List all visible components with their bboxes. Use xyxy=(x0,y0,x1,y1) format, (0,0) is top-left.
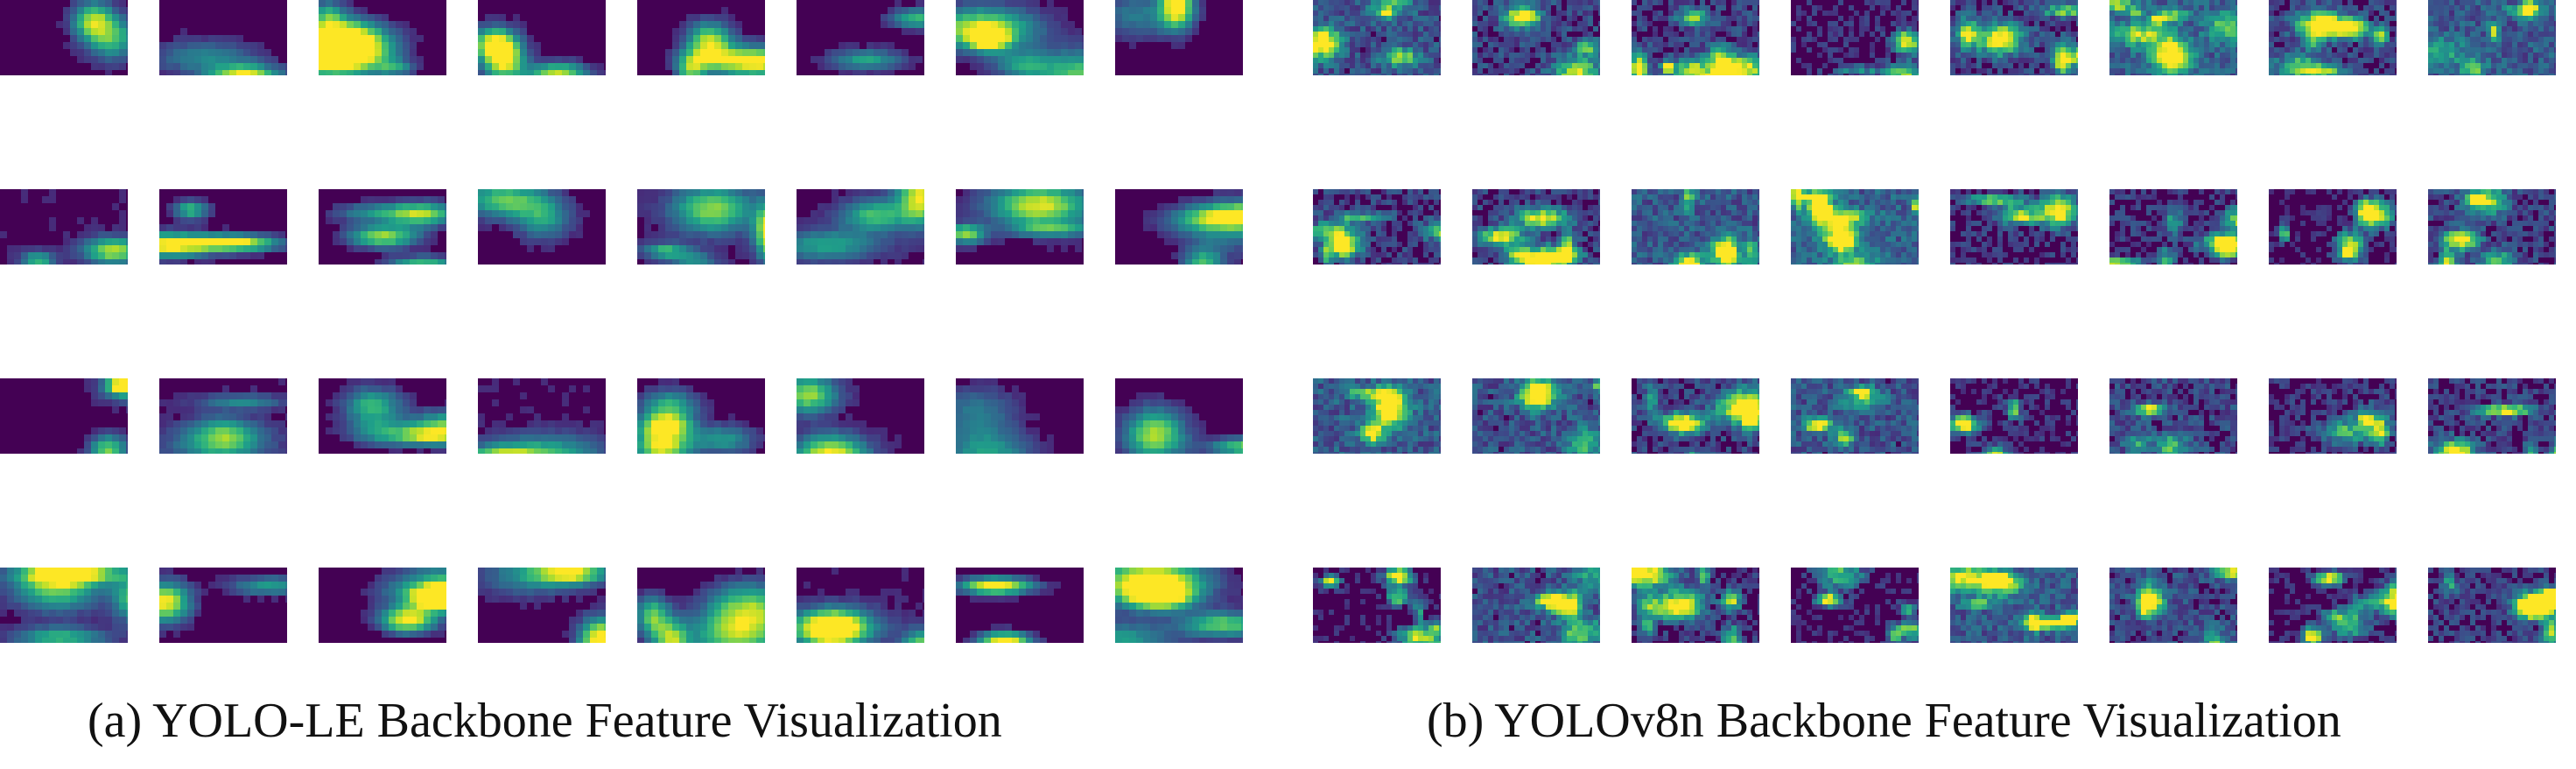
feature-map-thumbnail xyxy=(1950,568,2078,643)
feature-map-thumbnail xyxy=(1791,0,1919,75)
figure-panel-a: (a) YOLO-LE Backbone Feature Visualizati… xyxy=(0,0,1260,769)
feature-map-thumbnail xyxy=(1791,568,1919,643)
feature-map-thumbnail xyxy=(1950,189,2078,265)
feature-map-thumbnail xyxy=(1472,568,1600,643)
feature-map-thumbnail xyxy=(797,568,924,643)
feature-map-thumbnail xyxy=(1115,568,1243,643)
feature-map-thumbnail xyxy=(478,378,606,454)
feature-map-thumbnail xyxy=(319,568,446,643)
feature-map-thumbnail xyxy=(0,568,128,643)
feature-map-thumbnail xyxy=(478,0,606,75)
feature-map-thumbnail xyxy=(319,189,446,265)
panel-b-caption: (b) YOLOv8n Backbone Feature Visualizati… xyxy=(1427,696,2341,745)
feature-map-thumbnail xyxy=(1472,189,1600,265)
feature-map-thumbnail xyxy=(637,378,765,454)
feature-map-thumbnail xyxy=(1313,378,1441,454)
feature-map-thumbnail xyxy=(1472,378,1600,454)
feature-map-thumbnail xyxy=(478,189,606,265)
feature-map-thumbnail xyxy=(1632,0,1759,75)
feature-map-thumbnail xyxy=(2109,189,2237,265)
feature-map-thumbnail xyxy=(956,378,1084,454)
feature-map-thumbnail xyxy=(159,189,287,265)
feature-map-thumbnail xyxy=(2269,378,2397,454)
feature-map-thumbnail xyxy=(1632,568,1759,643)
feature-map-thumbnail xyxy=(319,0,446,75)
feature-map-thumbnail xyxy=(0,0,128,75)
feature-map-thumbnail xyxy=(637,568,765,643)
feature-map-thumbnail xyxy=(1472,0,1600,75)
feature-map-thumbnail xyxy=(2109,568,2237,643)
feature-map-thumbnail xyxy=(956,568,1084,643)
feature-map-thumbnail xyxy=(0,378,128,454)
feature-map-thumbnail xyxy=(478,568,606,643)
feature-map-thumbnail xyxy=(2428,189,2556,265)
figure-panel-b: (b) YOLOv8n Backbone Feature Visualizati… xyxy=(1313,0,2573,769)
feature-map-thumbnail xyxy=(956,0,1084,75)
feature-map-thumbnail xyxy=(797,378,924,454)
feature-map-thumbnail xyxy=(1115,378,1243,454)
feature-map-thumbnail xyxy=(1313,0,1441,75)
feature-map-thumbnail xyxy=(319,378,446,454)
feature-map-thumbnail xyxy=(797,189,924,265)
feature-map-thumbnail xyxy=(1115,0,1243,75)
feature-map-thumbnail xyxy=(1632,378,1759,454)
feature-map-thumbnail xyxy=(159,568,287,643)
feature-map-thumbnail xyxy=(2428,0,2556,75)
feature-map-thumbnail xyxy=(1632,189,1759,265)
feature-map-thumbnail xyxy=(956,189,1084,265)
feature-map-thumbnail xyxy=(2269,0,2397,75)
feature-map-thumbnail xyxy=(1115,189,1243,265)
feature-map-thumbnail xyxy=(0,189,128,265)
feature-map-thumbnail xyxy=(2428,378,2556,454)
panel-a-caption: (a) YOLO-LE Backbone Feature Visualizati… xyxy=(88,696,1002,745)
feature-map-thumbnail xyxy=(159,378,287,454)
feature-map-thumbnail xyxy=(1950,378,2078,454)
feature-map-thumbnail xyxy=(637,0,765,75)
feature-map-thumbnail xyxy=(1791,378,1919,454)
feature-map-thumbnail xyxy=(2428,568,2556,643)
feature-map-thumbnail xyxy=(159,0,287,75)
feature-map-thumbnail xyxy=(2269,189,2397,265)
feature-map-thumbnail xyxy=(2109,0,2237,75)
feature-map-thumbnail xyxy=(1313,189,1441,265)
feature-map-thumbnail xyxy=(2109,378,2237,454)
feature-map-thumbnail xyxy=(797,0,924,75)
feature-map-thumbnail xyxy=(637,189,765,265)
feature-map-thumbnail xyxy=(1313,568,1441,643)
feature-map-thumbnail xyxy=(1791,189,1919,265)
feature-map-thumbnail xyxy=(1950,0,2078,75)
feature-map-thumbnail xyxy=(2269,568,2397,643)
